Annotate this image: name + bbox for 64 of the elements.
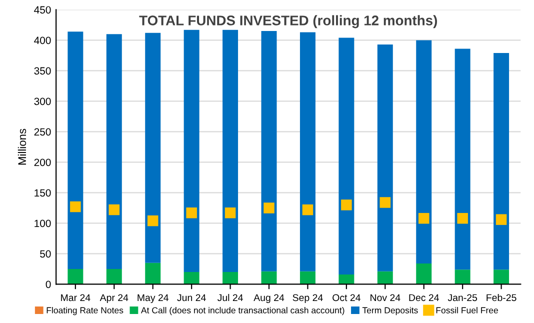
bar bbox=[145, 32, 161, 263]
y-tick-label: 350 bbox=[34, 67, 51, 75]
bar bbox=[68, 32, 84, 269]
bar bbox=[261, 31, 277, 272]
x-tick-label: Jun 24 bbox=[177, 294, 206, 302]
y-tick-label: 300 bbox=[34, 98, 51, 106]
point bbox=[418, 212, 430, 224]
bar bbox=[222, 30, 238, 272]
chart-title: TOTAL FUNDS INVESTED (rolling 12 months) bbox=[139, 15, 437, 28]
bar bbox=[184, 272, 200, 284]
bar bbox=[261, 271, 277, 284]
x-tick-label: May 24 bbox=[138, 294, 169, 304]
bar bbox=[377, 44, 393, 272]
y-tick-label: 0 bbox=[46, 280, 51, 288]
bar bbox=[494, 270, 510, 284]
bar bbox=[454, 270, 470, 284]
y-tick-label: 450 bbox=[34, 6, 51, 14]
x-tick-label: Sep 24 bbox=[292, 294, 323, 304]
bar bbox=[454, 48, 470, 270]
x-tick-label: Oct 24 bbox=[332, 294, 360, 302]
y-tick-label: 200 bbox=[34, 158, 51, 166]
point bbox=[264, 202, 274, 214]
point bbox=[186, 207, 197, 218]
x-tick-label: Jan-25 bbox=[448, 294, 478, 302]
point bbox=[457, 212, 468, 224]
x-tick-label: Jul 24 bbox=[217, 294, 243, 302]
point bbox=[70, 201, 81, 212]
y-tick-label: 400 bbox=[34, 36, 51, 44]
bar bbox=[106, 34, 122, 269]
point bbox=[147, 215, 158, 226]
bar bbox=[184, 30, 200, 272]
y-tick-label: 100 bbox=[34, 220, 51, 228]
bar bbox=[300, 271, 316, 284]
x-tick-label: Dec 24 bbox=[409, 294, 439, 302]
bar bbox=[145, 262, 161, 284]
y-tick-label: 150 bbox=[34, 189, 51, 197]
bar bbox=[106, 268, 122, 284]
bar bbox=[338, 274, 354, 284]
point bbox=[224, 207, 236, 218]
bar bbox=[377, 271, 393, 284]
point bbox=[302, 204, 314, 216]
x-tick-label: Feb-25 bbox=[486, 294, 516, 302]
x-tick-label: Aug 24 bbox=[254, 294, 284, 304]
point bbox=[108, 204, 120, 216]
bar bbox=[494, 53, 510, 270]
legend-label: Term Deposits bbox=[362, 306, 418, 316]
point bbox=[341, 200, 352, 210]
y-tick-label: 250 bbox=[34, 128, 51, 136]
y-axis-title: Millions bbox=[18, 128, 26, 165]
y-tick-label: 50 bbox=[40, 250, 51, 258]
x-tick-label: Apr 24 bbox=[100, 294, 128, 304]
bar bbox=[338, 38, 354, 274]
bar bbox=[416, 263, 432, 284]
point bbox=[380, 197, 391, 208]
bar bbox=[300, 32, 316, 272]
x-tick-label: Mar 24 bbox=[61, 294, 90, 302]
legend-label: Floating Rate Notes bbox=[46, 306, 124, 316]
bar bbox=[416, 40, 432, 264]
point bbox=[496, 214, 507, 225]
legend-label: At Call (does not include transactional cash account) bbox=[140, 306, 344, 316]
bar bbox=[68, 268, 84, 284]
legend-label: Fossil Fuel Free bbox=[436, 306, 498, 314]
x-tick-label: Nov 24 bbox=[370, 294, 400, 302]
bar bbox=[222, 272, 238, 284]
